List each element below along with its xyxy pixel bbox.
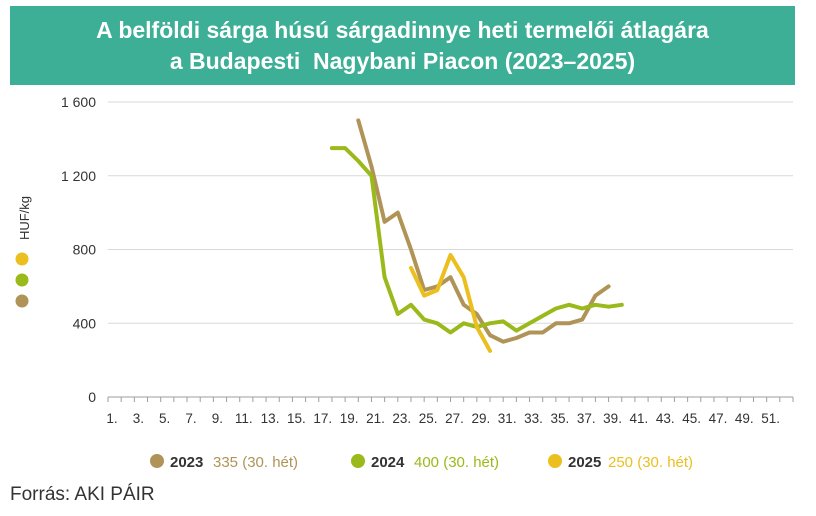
axis-dot-2024 <box>15 273 29 287</box>
x-tick-label: 43. <box>656 411 675 426</box>
chart-title-line-1: A belföldi sárga húsú sárgadinnye heti t… <box>96 16 709 43</box>
x-tick-label: 3. <box>133 411 144 426</box>
x-tick-label: 47. <box>709 411 728 426</box>
x-tick-label: 33. <box>524 411 543 426</box>
legend-marker-2024 <box>351 454 365 468</box>
x-tick-label: 31. <box>498 411 517 426</box>
x-tick-label: 39. <box>603 411 622 426</box>
x-tick-label: 5. <box>159 411 170 426</box>
x-tick-label: 15. <box>287 411 306 426</box>
x-tick-label: 25. <box>419 411 438 426</box>
axis-dot-2023 <box>15 294 29 308</box>
x-tick-label: 9. <box>212 411 223 426</box>
x-tick-label: 23. <box>392 411 411 426</box>
x-tick-label: 7. <box>185 411 196 426</box>
y-axis-label: HUF/kg <box>17 196 32 240</box>
y-tick-label: 400 <box>73 315 97 331</box>
x-tick-label: 29. <box>471 411 490 426</box>
x-tick-label: 41. <box>630 411 649 426</box>
legend-label-2024: 2024 <box>371 454 405 471</box>
chart-title-line-2: a Budapesti Nagybani Piacon (2023–2025) <box>169 47 636 74</box>
source-note: Forrás: AKI PÁIR <box>10 484 155 505</box>
y-tick-label: 800 <box>73 242 97 258</box>
legend-marker-2025 <box>548 454 562 468</box>
x-tick-label: 49. <box>735 411 754 426</box>
x-tick-label: 21. <box>366 411 385 426</box>
x-tick-label: 37. <box>577 411 596 426</box>
chart-title-banner: A belföldi sárga húsú sárgadinnye heti t… <box>10 6 795 85</box>
x-tick-label: 17. <box>313 411 332 426</box>
x-tick-label: 35. <box>550 411 569 426</box>
legend-marker-2023 <box>150 454 164 468</box>
x-tick-label: 19. <box>340 411 359 426</box>
y-tick-label: 0 <box>88 389 96 405</box>
legend-note-2024: 400 (30. hét) <box>414 454 499 471</box>
x-tick-label: 45. <box>682 411 701 426</box>
x-tick-label: 11. <box>235 411 253 426</box>
x-tick-label: 13. <box>261 411 280 426</box>
x-tick-label: 1. <box>106 411 117 426</box>
x-tick-label: 27. <box>445 411 464 426</box>
legend-note-2023: 335 (30. hét) <box>213 454 298 471</box>
legend-label-2025: 2025 <box>568 454 601 471</box>
legend-label-2023: 2023 <box>170 454 203 471</box>
y-tick-label: 1 200 <box>61 168 96 184</box>
axis-dot-2025 <box>15 252 29 266</box>
legend-note-2025: 250 (30. hét) <box>608 454 693 471</box>
y-tick-label: 1 600 <box>61 94 96 110</box>
series-line-2025 <box>409 253 492 353</box>
x-tick-label: 51. <box>761 411 780 426</box>
